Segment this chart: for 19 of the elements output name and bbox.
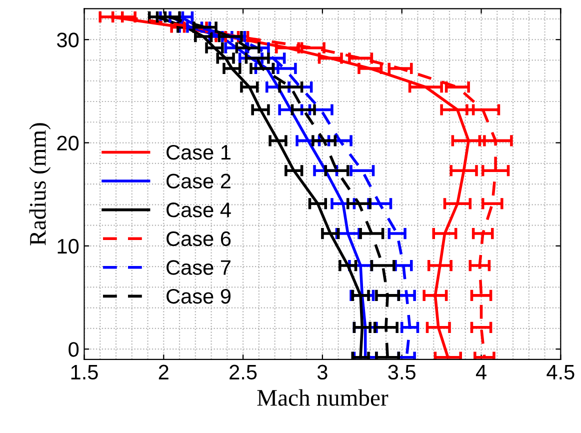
- x-tick-label: 2.5: [230, 364, 257, 380]
- x-tick-label: 4: [476, 365, 486, 380]
- legend-label: Case 1: [166, 144, 230, 160]
- y-tick-label: 0: [68, 342, 79, 357]
- legend-label: Case 7: [166, 260, 230, 275]
- legend-label: Case 9: [166, 288, 231, 304]
- x-tick-label: 2: [158, 364, 168, 380]
- legend-label: Case 6: [166, 231, 231, 246]
- legend-label: Case 4: [166, 202, 231, 218]
- x-tick-label: 3.5: [388, 364, 416, 380]
- x-tick-label: 1.5: [71, 365, 98, 380]
- y-axis-title: Radius (mm): [29, 123, 51, 246]
- x-tick-label: 3: [317, 364, 328, 380]
- legend-label: Case 2: [166, 174, 230, 189]
- y-tick-label: 30: [57, 32, 79, 48]
- x-axis-title: Mach number: [257, 389, 388, 406]
- x-tick-label: 4.5: [546, 365, 574, 380]
- y-tick-label: 10: [58, 238, 79, 254]
- y-tick-label: 20: [57, 136, 79, 151]
